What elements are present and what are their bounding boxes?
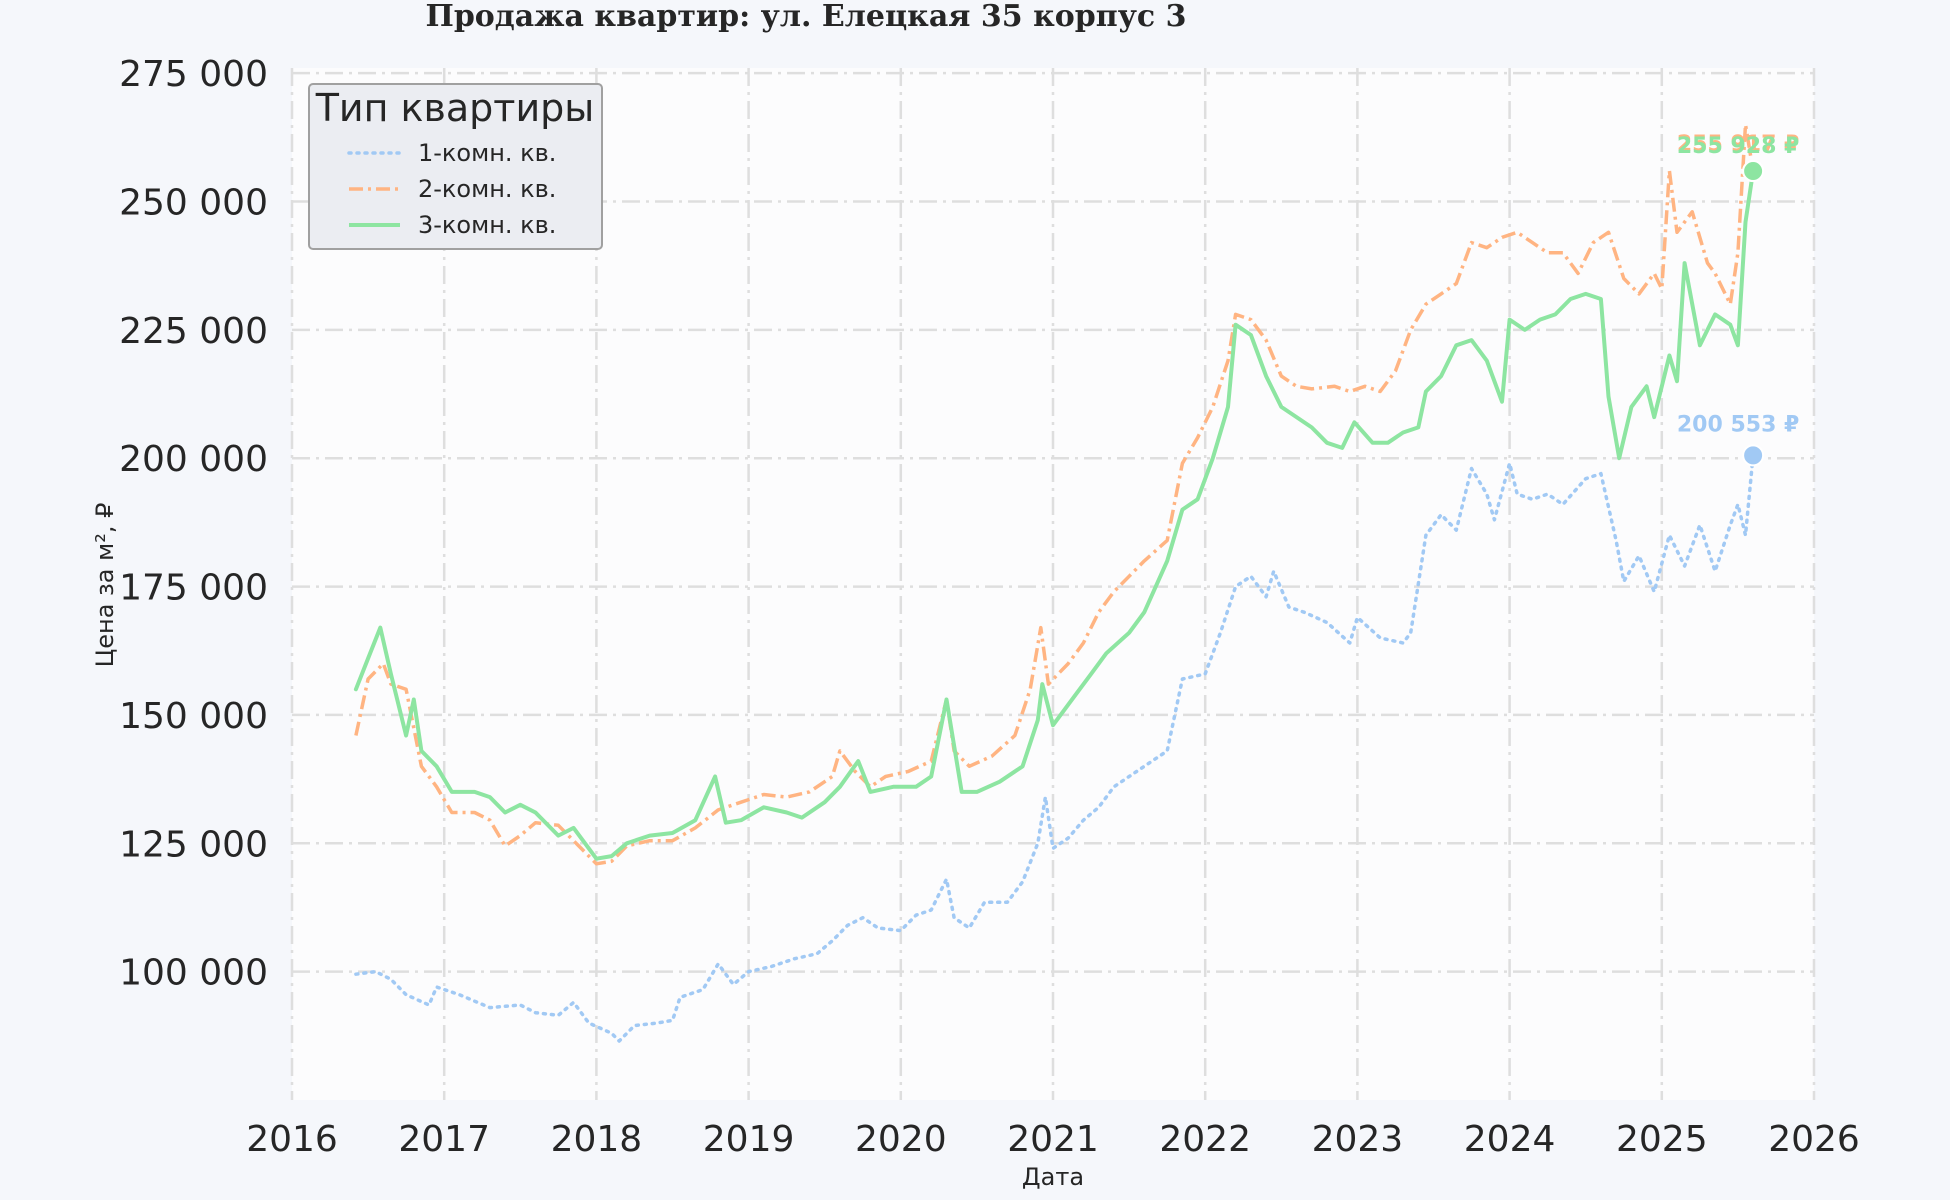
x-tick-label: 2022 bbox=[1159, 1119, 1251, 1160]
x-tick-label: 2025 bbox=[1616, 1119, 1708, 1160]
y-tick-label: 125 000 bbox=[119, 824, 268, 865]
x-tick-label: 2020 bbox=[855, 1119, 947, 1160]
x-tick-label: 2017 bbox=[398, 1119, 490, 1160]
y-tick-label: 200 000 bbox=[119, 439, 268, 480]
series-end-marker-1 bbox=[1742, 444, 1765, 467]
legend-title: Тип квартиры bbox=[315, 86, 595, 130]
legend-label-1-room: 1-комн. кв. bbox=[418, 139, 556, 167]
y-tick-label: 175 000 bbox=[119, 568, 268, 609]
y-tick-label: 275 000 bbox=[119, 54, 268, 95]
y-tick-label: 100 000 bbox=[119, 953, 268, 994]
legend-box bbox=[308, 83, 603, 250]
series-end-markers: 200 553 ₽ 255 917 ₽255 928 ₽ bbox=[1677, 132, 1799, 467]
series-end-marker-3 bbox=[1742, 160, 1765, 183]
series-line-2 bbox=[354, 122, 1755, 866]
series-line-1 bbox=[354, 453, 1755, 1043]
legend: Тип квартиры 1-комн. кв. 2-комн. кв. 3-к… bbox=[308, 83, 603, 250]
x-tick-label: 2024 bbox=[1464, 1119, 1556, 1160]
legend-label-2-room: 2-комн. кв. bbox=[418, 175, 556, 203]
x-tick-label: 2016 bbox=[246, 1119, 338, 1160]
x-tick-label: 2018 bbox=[551, 1119, 643, 1160]
legend-label-3-room: 3-комн. кв. bbox=[418, 211, 556, 239]
y-tick-label: 225 000 bbox=[119, 311, 268, 352]
x-tick-label: 2023 bbox=[1312, 1119, 1404, 1160]
series-end-label-3: 255 928 ₽ bbox=[1677, 134, 1799, 159]
x-axis-label: Дата bbox=[1022, 1163, 1084, 1191]
series-line-3 bbox=[353, 169, 1756, 861]
x-tick-label: 2026 bbox=[1768, 1119, 1860, 1160]
series-lines bbox=[353, 122, 1756, 1043]
series-end-label-1: 200 553 ₽ bbox=[1677, 412, 1799, 437]
x-tick-label: 2019 bbox=[703, 1119, 795, 1160]
chart-title: Продажа квартир: ул. Елецкая 35 корпус 3 bbox=[425, 0, 1186, 34]
y-axis-label: Цена за м², ₽ bbox=[91, 503, 119, 668]
series-end-label-2: 255 917 ₽ bbox=[1677, 132, 1799, 157]
y-axis-ticks: 100 000 125 000 150 000 175 000 200 000 225 0… bbox=[119, 54, 268, 994]
y-tick-label: 150 000 bbox=[119, 696, 268, 737]
y-tick-label: 250 000 bbox=[119, 182, 268, 223]
x-tick-label: 2021 bbox=[1007, 1119, 1099, 1160]
x-axis-ticks: 2016 2017 2018 2019 2020 2021 2022 2023 2024 2025… bbox=[246, 1119, 1860, 1160]
